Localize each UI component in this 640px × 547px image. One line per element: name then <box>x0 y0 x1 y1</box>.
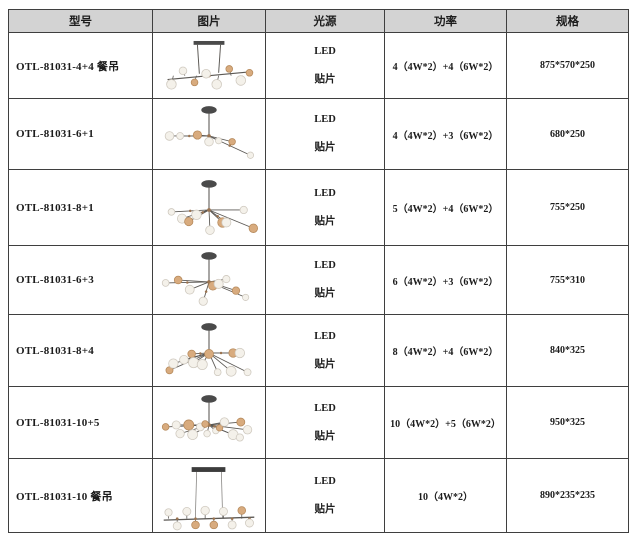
power-cell: 4（4W*2）+4（6W*2） <box>384 32 507 99</box>
light-source-type: LED <box>314 260 336 271</box>
model-cell: OTL-81031-4+4 餐吊 <box>8 32 153 99</box>
header-row: 型号 图片 光源 功率 规格 <box>8 9 629 33</box>
chandelier-image <box>167 179 258 235</box>
light-cell: LED 贴片 <box>265 245 385 315</box>
header-cell-model: 型号 <box>8 9 153 33</box>
light-source-kind: 贴片 <box>314 358 336 370</box>
model-cell: OTL-81031-10+5 <box>8 386 153 459</box>
light-cell: LED 贴片 <box>265 386 385 459</box>
chandelier-image <box>166 40 254 90</box>
chandelier-image <box>164 106 255 159</box>
light-source-kind: 贴片 <box>314 73 336 85</box>
model-cell: OTL-81031-6+3 <box>8 245 153 315</box>
light-source-kind: 贴片 <box>314 430 336 442</box>
power-cell: 5（4W*2）+4（6W*2） <box>384 169 507 246</box>
spec-sheet: 型号 图片 光源 功率 规格 OTL-81031-4+4 餐吊 LED 贴片 4（… <box>8 9 629 533</box>
light-source-type: LED <box>314 45 336 57</box>
spec-cell: 755*250 <box>506 169 629 246</box>
chandelier-image <box>161 394 253 442</box>
image-cell <box>152 245 266 315</box>
power-cell: 10（4W*2） <box>384 458 507 533</box>
light-cell: LED 贴片 <box>265 32 385 99</box>
light-source-type: LED <box>314 475 336 487</box>
table-row: OTL-81031-4+4 餐吊 LED 贴片 4（4W*2）+4（6W*2） 8… <box>8 32 629 99</box>
power-cell: 8（4W*2）+4（6W*2） <box>384 314 507 387</box>
header-cell-spec: 规格 <box>506 9 629 33</box>
model-cell: OTL-81031-8+4 <box>8 314 153 387</box>
light-cell: LED 贴片 <box>265 314 385 387</box>
spec-cell: 950*325 <box>506 386 629 459</box>
light-source-type: LED <box>314 114 336 125</box>
spec-cell: 840*325 <box>506 314 629 387</box>
power-cell: 6（4W*2）+3（6W*2） <box>384 245 507 315</box>
light-source-kind: 贴片 <box>314 288 336 299</box>
chandelier-image <box>165 322 252 377</box>
header-cell-light: 光源 <box>265 9 385 33</box>
model-cell: OTL-81031-10 餐吊 <box>8 458 153 533</box>
image-cell <box>152 32 266 99</box>
image-cell <box>152 458 266 533</box>
table-row: OTL-81031-8+1 LED 贴片 5（4W*2）+4（6W*2） 755*… <box>8 169 629 246</box>
table-row: OTL-81031-10+5 LED 贴片 10（4W*2）+5（6W*2） 95… <box>8 386 629 459</box>
power-cell: 4（4W*2）+3（6W*2） <box>384 98 507 170</box>
table-row: OTL-81031-10 餐吊 LED 贴片 10（4W*2） 890*235*2… <box>8 458 629 533</box>
chandelier-image <box>161 252 250 306</box>
spec-cell: 875*570*250 <box>506 32 629 99</box>
table-row: OTL-81031-6+1 LED 贴片 4（4W*2）+3（6W*2） 680*… <box>8 98 629 170</box>
light-source-type: LED <box>314 402 336 414</box>
light-cell: LED 贴片 <box>265 169 385 246</box>
light-source-kind: 贴片 <box>314 503 336 515</box>
image-cell <box>152 386 266 459</box>
light-cell: LED 贴片 <box>265 458 385 533</box>
model-cell: OTL-81031-6+1 <box>8 98 153 170</box>
image-cell <box>152 314 266 387</box>
light-source-type: LED <box>314 187 336 199</box>
light-source-type: LED <box>314 330 336 342</box>
spec-cell: 680*250 <box>506 98 629 170</box>
table-row: OTL-81031-8+4 LED 贴片 8（4W*2）+4（6W*2） 840*… <box>8 314 629 387</box>
header-cell-power: 功率 <box>384 9 507 33</box>
image-cell <box>152 98 266 170</box>
light-cell: LED 贴片 <box>265 98 385 170</box>
chandelier-image <box>163 466 255 530</box>
power-cell: 10（4W*2）+5（6W*2） <box>384 386 507 459</box>
model-cell: OTL-81031-8+1 <box>8 169 153 246</box>
product-spec-table: 型号 图片 光源 功率 规格 OTL-81031-4+4 餐吊 LED 贴片 4（… <box>8 9 629 533</box>
spec-cell: 890*235*235 <box>506 458 629 533</box>
table-row: OTL-81031-6+3 LED 贴片 6（4W*2）+3（6W*2） 755*… <box>8 245 629 315</box>
light-source-kind: 贴片 <box>314 215 336 227</box>
image-cell <box>152 169 266 246</box>
header-cell-image: 图片 <box>152 9 266 33</box>
light-source-kind: 贴片 <box>314 142 336 153</box>
spec-cell: 755*310 <box>506 245 629 315</box>
